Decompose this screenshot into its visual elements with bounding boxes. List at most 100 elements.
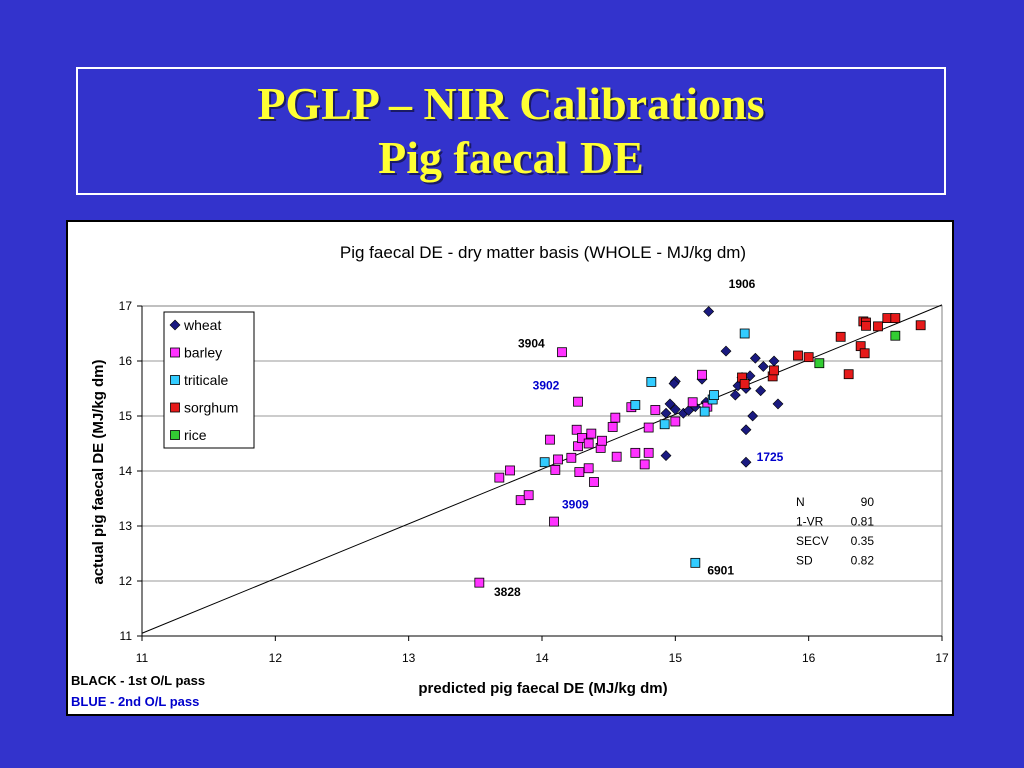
x-tick-label-15: 15: [669, 651, 683, 665]
chart-panel: Pig faecal DE - dry matter basis (WHOLE …: [66, 220, 954, 716]
y-tick-label-16: 16: [119, 354, 133, 368]
triticale-point-8: [690, 557, 701, 568]
sorghum-point-13: [873, 321, 883, 332]
annotation-3904: 3904: [518, 336, 545, 350]
barley-point-6: [549, 516, 559, 527]
stat-label-sd: SD: [796, 554, 813, 568]
x-tick-label-17: 17: [935, 651, 949, 665]
legend-marker-triticale: [170, 375, 180, 385]
y-tick-label-12: 12: [119, 574, 133, 588]
stat-value-sd: 0.82: [851, 554, 875, 568]
annotation-3828: 3828: [494, 585, 521, 599]
y-tick-label-17: 17: [119, 299, 133, 313]
legend-marker-sorghum: [170, 402, 180, 413]
stat-value-secv: 0.35: [851, 534, 875, 548]
triticale-point-1: [630, 400, 641, 410]
barley-point-1: [494, 472, 505, 483]
chart-title: Pig faecal DE - dry matter basis (WHOLE …: [340, 243, 746, 262]
x-tick-label-16: 16: [802, 651, 816, 665]
barley-point-4: [523, 490, 534, 501]
barley-point-28: [643, 447, 654, 458]
barley-point-12: [573, 396, 583, 407]
barley-point-10: [566, 452, 577, 463]
wheat-point-25: [669, 403, 681, 415]
slide-title-box: PGLP – NIR Calibrations Pig faecal DE: [76, 67, 946, 195]
triticale-point-0: [539, 457, 550, 468]
wheat-point-0: [703, 306, 715, 317]
barley-point-29: [643, 422, 654, 433]
annotations: 1906 3904 3902 1725 3909 6901 3828: [494, 277, 784, 599]
barley-point-16: [583, 463, 594, 474]
regression-line: [141, 304, 943, 634]
annotation-1906: 1906: [729, 277, 756, 291]
annotation-1725: 1725: [757, 450, 784, 464]
wheat-point-4: [757, 361, 769, 372]
legend-marker-rice: [170, 430, 180, 440]
legend-marker-wheat: [169, 319, 181, 331]
sorghum-point-1: [739, 379, 750, 390]
wheat-point-2: [749, 352, 761, 364]
y-tick-label-15: 15: [119, 409, 133, 423]
sorghum-point-15: [890, 313, 901, 323]
wheat-point-8: [729, 389, 741, 401]
sorghum-point-10: [859, 348, 870, 359]
barley-point-8: [553, 454, 563, 465]
barley-point-23: [610, 412, 621, 423]
wheat-point-1: [720, 345, 732, 357]
barley-point-13: [573, 441, 583, 452]
pass-notes: BLACK - 1st O/L pass BLUE - 2nd O/L pass: [71, 673, 205, 709]
annotation-6901: 6901: [707, 563, 734, 577]
stat-label-1-vr: 1-VR: [796, 515, 824, 529]
barley-point-31: [670, 416, 681, 427]
triticale-point-2: [646, 376, 657, 387]
barley-point-21: [597, 435, 607, 446]
sorghum-point-6: [835, 331, 846, 342]
barley-point-19: [589, 477, 599, 487]
wheat-point-20: [683, 405, 695, 416]
triticale-point-3: [659, 419, 670, 430]
wheat-point-18: [668, 378, 680, 389]
barley-point-30: [650, 405, 661, 415]
note-black: BLACK - 1st O/L pass: [71, 673, 205, 688]
x-tick-label-11: 11: [136, 651, 149, 665]
barley-point-7: [550, 464, 561, 475]
grid-lines: [142, 360, 942, 582]
stat-value-n: 90: [861, 495, 875, 509]
wheat-point-11: [755, 385, 767, 397]
sorghum-point-7: [843, 369, 854, 380]
legend-label-rice: rice: [184, 427, 207, 443]
wheat-point-23: [660, 407, 672, 419]
stats-box: N 90 1-VR 0.81 SECV 0.35 SD 0.82: [796, 495, 874, 568]
y-tick-label-13: 13: [119, 519, 133, 533]
x-axis-label: predicted pig faecal DE (MJ/kg dm): [418, 680, 667, 697]
annotation-3909: 3909: [562, 497, 589, 511]
legend-label-barley: barley: [184, 345, 222, 361]
barley-point-22: [607, 422, 618, 432]
annotation-3902: 3902: [533, 379, 560, 393]
barley-point-2: [505, 465, 515, 476]
barley-point-27: [639, 459, 650, 470]
triticale-point-7: [739, 328, 750, 339]
x-tick-label-13: 13: [402, 651, 416, 665]
barley-point-24: [611, 451, 622, 462]
wheat-point-3: [768, 355, 780, 367]
barley-point-11: [571, 424, 582, 435]
stat-label-secv: SECV: [796, 534, 829, 548]
slide-title-line-2: Pig faecal DE: [378, 132, 644, 183]
y-tick-label-14: 14: [119, 464, 133, 478]
barley-point-33: [697, 369, 707, 380]
rice-point-0: [814, 358, 825, 369]
legend-label-triticale: triticale: [184, 372, 229, 388]
barley-point-26: [630, 447, 641, 458]
wheat-point-24: [660, 450, 672, 462]
x-tick-label-14: 14: [535, 651, 549, 665]
barley-point-17: [583, 438, 594, 449]
rice-point-1: [890, 330, 901, 341]
legend-marker-barley: [170, 347, 180, 358]
wheat-point-16: [664, 398, 676, 410]
y-axis-label: actual pig faecal DE (MJ/kg dm): [90, 359, 107, 584]
barley-point-0: [474, 577, 485, 588]
triticale-point-6: [709, 390, 719, 401]
barley-point-5: [545, 434, 555, 445]
barley-point-18: [586, 428, 597, 439]
